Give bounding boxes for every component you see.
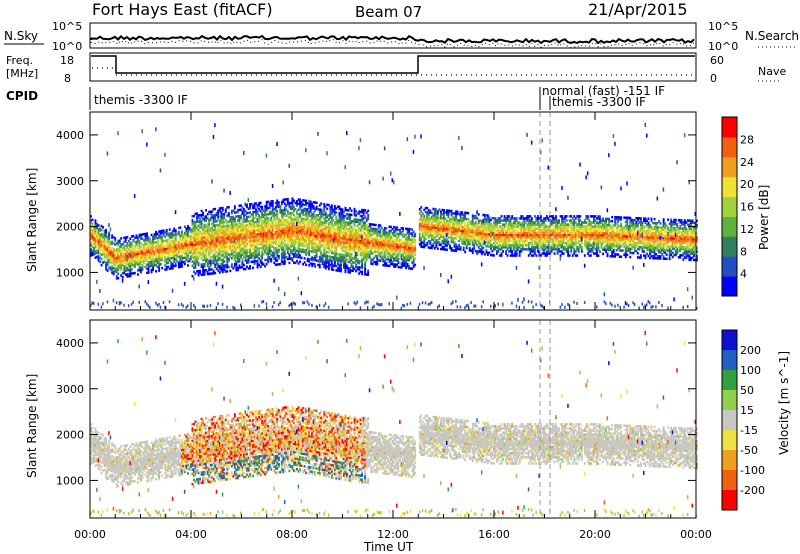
date-label: 21/Apr/2015: [588, 0, 688, 19]
x-axis-label: Time UT: [363, 540, 414, 554]
cpid-segment-3: themis -3300 IF: [552, 95, 646, 109]
x-tick-label: 00:00: [74, 528, 106, 541]
y-tick-label: 3000: [56, 383, 84, 396]
velocity-data: [90, 330, 698, 518]
radar-title: Fort Hays East (fitACF): [92, 0, 273, 19]
noise-right-tick-bottom: 10^0: [708, 40, 738, 53]
power-bar-tick: 12: [740, 223, 754, 236]
noise-left-tick-top: 10^5: [52, 20, 82, 33]
power-y-axis: 1000 2000 3000 4000: [56, 129, 696, 279]
cpid-segment-1: themis -3300 IF: [94, 93, 188, 107]
y-tick-label: 4000: [56, 129, 84, 142]
power-data: [90, 122, 698, 310]
nave-right-tick-bottom: 0: [710, 72, 717, 85]
time-x-axis: 00:00 04:00 08:00 12:00 16:00 20:00 00:00: [74, 112, 712, 541]
power-bar-tick: 16: [740, 201, 754, 214]
velocity-bar-tick: -200: [740, 484, 765, 497]
noise-panel: N.Sky 10^5 10^0 10^5 10^0 N.Search: [4, 20, 799, 53]
y-tick-label: 1000: [56, 266, 84, 279]
x-tick-label: 04:00: [175, 528, 207, 541]
x-tick-label: 16:00: [478, 528, 510, 541]
power-bar-label: Power [dB]: [757, 185, 771, 250]
velocity-y-axis-label: Slant Range [km]: [25, 374, 39, 478]
velocity-bar-label: Velocity [m s^-1]: [777, 351, 791, 455]
noise-sky-line: [90, 34, 695, 45]
velocity-bar-tick: 200: [740, 344, 761, 357]
velocity-bar-tick: -50: [740, 444, 758, 457]
noise-left-tick-bottom: 10^0: [52, 40, 82, 53]
power-colorbar: 4 8 12 16 20 24 28 Power [dB]: [721, 116, 771, 297]
x-tick-label: 08:00: [276, 528, 308, 541]
freq-label-line1: Freq.: [6, 54, 33, 67]
cpid-segment-2: normal (fast) -151 IF: [542, 84, 665, 98]
velocity-bar-tick: -100: [740, 464, 765, 477]
velocity-bar-tick: -15: [740, 424, 758, 437]
power-bar-tick: 28: [740, 133, 754, 146]
freq-label-line2: [MHz]: [6, 67, 38, 80]
frequency-panel: Freq. [MHz] 18 8 60 0 Nave: [6, 52, 786, 85]
cpid-panel: CPID themis -3300 IF normal (fast) -151 …: [6, 84, 665, 110]
x-tick-label: 20:00: [579, 528, 611, 541]
power-bar-tick: 4: [740, 268, 747, 281]
freq-left-tick-bottom: 8: [64, 72, 71, 85]
x-tick-label: 12:00: [377, 528, 409, 541]
beam-label: Beam 07: [355, 3, 422, 21]
y-tick-label: 2000: [56, 429, 84, 442]
cpid-label: CPID: [6, 89, 38, 103]
nave-label: Nave: [758, 65, 786, 78]
power-panel: 1000 2000 3000 4000 Slant Range [km]: [25, 111, 698, 311]
power-bar-tick: 24: [740, 156, 754, 169]
velocity-bar-tick: 50: [740, 384, 754, 397]
y-tick-label: 1000: [56, 474, 84, 487]
power-bar-tick: 8: [740, 245, 747, 258]
velocity-colorbar: 200 100 50 15 -15 -50 -100 -200 Velocity [m s^-…: [721, 329, 791, 511]
x-tick-label: 00:00: [680, 528, 712, 541]
y-tick-label: 2000: [56, 221, 84, 234]
power-bar-tick: 20: [740, 178, 754, 191]
velocity-panel: 1000 2000 3000 4000 Slant Range [km]: [25, 319, 698, 519]
velocity-bar-tick: 15: [740, 404, 754, 417]
nave-dots: [92, 67, 695, 76]
noise-left-label: N.Sky: [4, 29, 38, 43]
power-y-axis-label: Slant Range [km]: [25, 168, 39, 272]
noise-right-label: N.Search: [745, 29, 799, 43]
noise-right-tick-top: 10^5: [708, 20, 738, 33]
velocity-y-axis: 1000 2000 3000 4000: [56, 337, 696, 487]
velocity-bar-tick: 100: [740, 364, 761, 377]
y-tick-label: 4000: [56, 337, 84, 350]
nave-right-tick-top: 60: [710, 54, 724, 67]
freq-left-tick-top: 18: [60, 54, 74, 67]
frequency-line: [91, 55, 695, 74]
y-tick-label: 3000: [56, 175, 84, 188]
